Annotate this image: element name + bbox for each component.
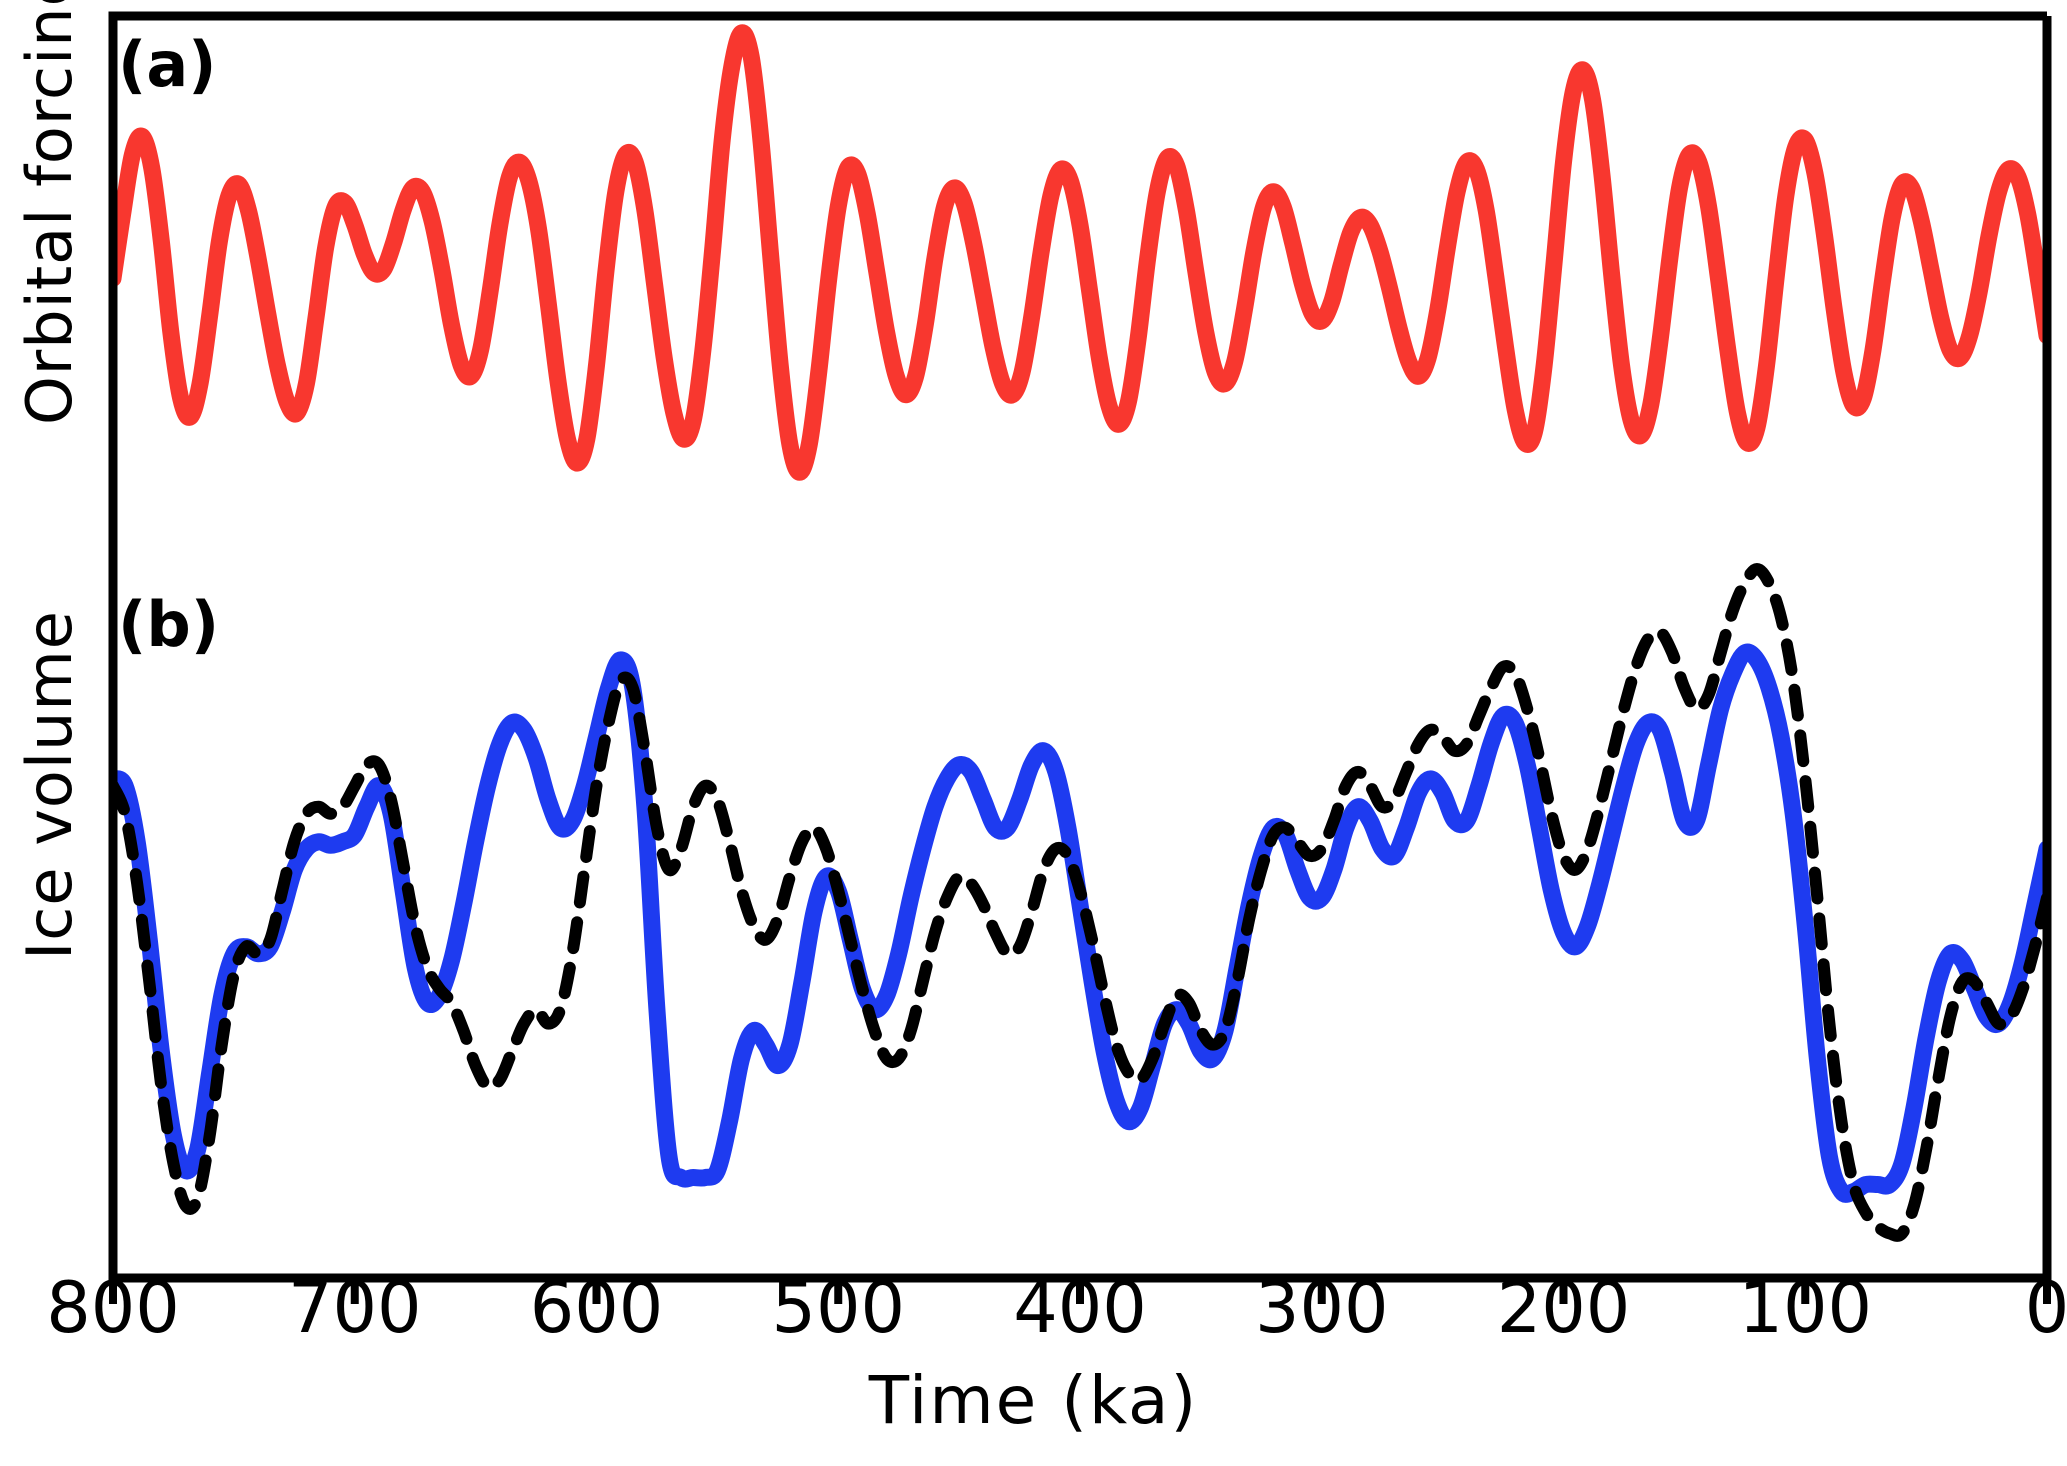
panel-a-ylabel: Orbital forcing [13, 0, 86, 425]
x-tick-label-200: 200 [1496, 1267, 1631, 1349]
curve-reconstructed-ice-volume [113, 562, 2047, 1242]
x-axis-tick-labels: 800 700 600 500 400 300 200 100 0 [0, 1273, 2067, 1363]
x-tick-label-400: 400 [1013, 1267, 1147, 1349]
panel-a-plot [113, 24, 2047, 481]
x-tick-label-800: 800 [46, 1267, 180, 1349]
panel-b-ylabel: Ice volume [13, 610, 86, 960]
curve-modelled-ice-volume [113, 643, 2047, 1203]
panel-a-tag: (a) [118, 28, 217, 101]
x-tick-label-100: 100 [1738, 1267, 1873, 1349]
curve-orbital-forcing [113, 24, 2047, 481]
x-tick-label-600: 600 [529, 1267, 664, 1349]
x-tick-label-300: 300 [1254, 1267, 1389, 1349]
panel-b-plot [113, 562, 2047, 1242]
x-tick-label-0: 0 [2024, 1267, 2067, 1349]
panel-b-tag: (b) [118, 588, 220, 661]
x-tick-label-700: 700 [287, 1267, 422, 1349]
x-tick-label-500: 500 [771, 1267, 906, 1349]
x-axis-title: Time (ka) [868, 1362, 1199, 1439]
axis-frame [108, 11, 2052, 1304]
